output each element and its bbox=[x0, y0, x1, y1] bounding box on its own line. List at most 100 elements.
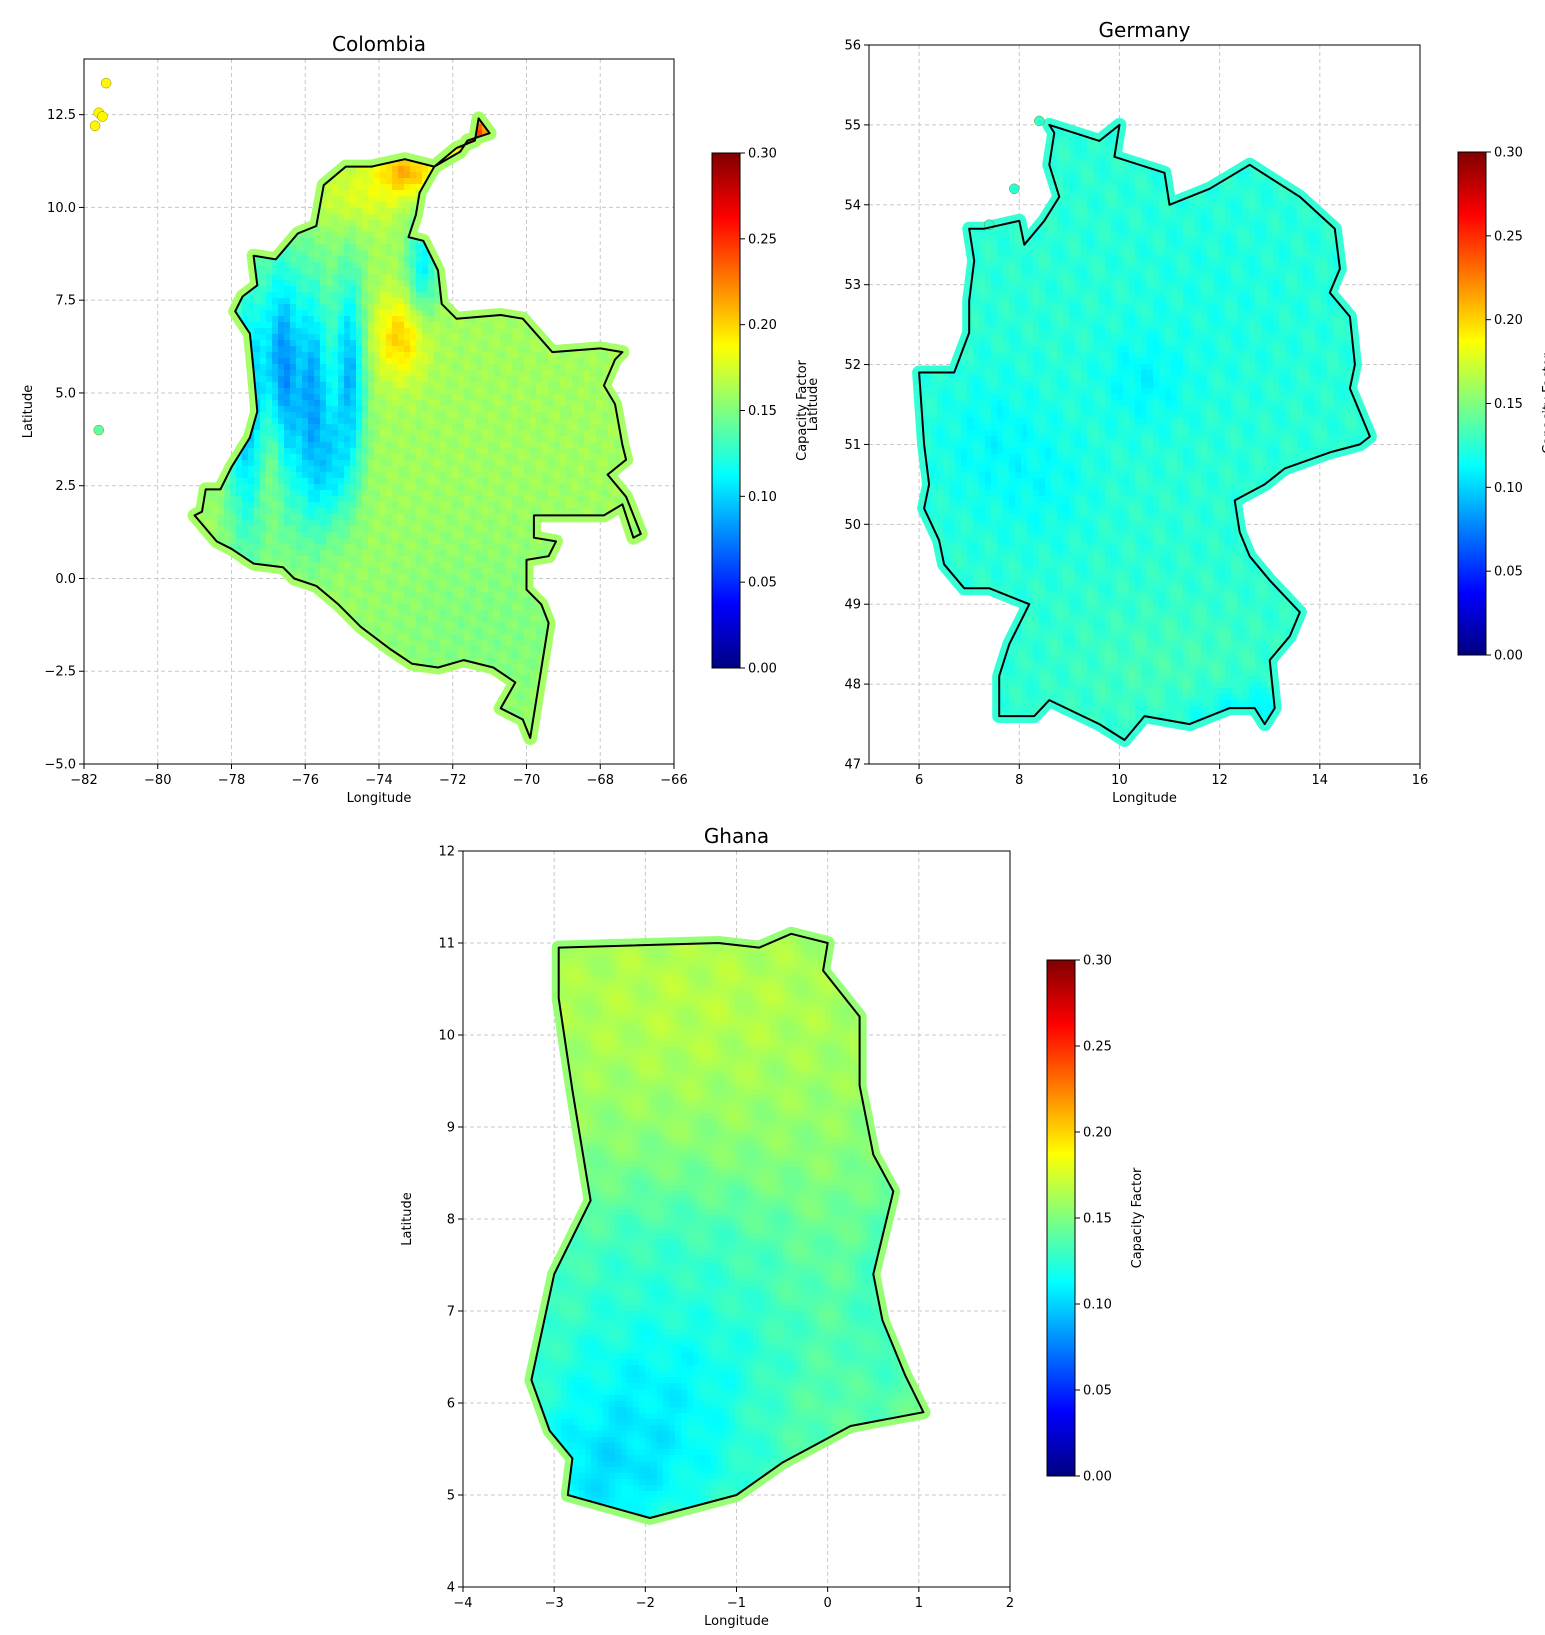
colorbar-tick-label: 0.25 bbox=[748, 232, 777, 247]
colombia-country-border bbox=[193, 117, 642, 739]
colorbar-tick-label: 0.10 bbox=[1494, 481, 1523, 496]
colorbar-label: Capacity Factor bbox=[1541, 352, 1545, 453]
colorbar-tick-label: 0.20 bbox=[1083, 1126, 1112, 1141]
y-tick-label: 2.5 bbox=[55, 479, 76, 494]
x-tick-label: −70 bbox=[513, 773, 540, 788]
x-tick-label: −66 bbox=[660, 773, 687, 788]
x-tick-label: −1 bbox=[727, 1596, 746, 1611]
y-tick-label: 7 bbox=[447, 1305, 455, 1320]
x-tick-label: −3 bbox=[545, 1596, 564, 1611]
colorbar-tick-label: 0.30 bbox=[1083, 954, 1112, 969]
x-tick-label: 0 bbox=[824, 1596, 832, 1611]
colorbar-tick-label: 0.20 bbox=[1494, 313, 1523, 328]
y-tick-label: 4 bbox=[447, 1581, 455, 1596]
y-axis-label: Latitude bbox=[400, 1192, 415, 1246]
colorbar-label: Capacity Factor bbox=[795, 359, 810, 460]
colorbar-tick-label: 0.15 bbox=[748, 404, 777, 419]
y-axis-label: Latitude bbox=[21, 385, 36, 439]
colombia-map-title: Colombia bbox=[332, 32, 426, 56]
x-axis-label: Longitude bbox=[704, 1614, 769, 1629]
colorbar-tick-label: 0.30 bbox=[748, 147, 777, 162]
ghana-map-title: Ghana bbox=[704, 824, 769, 848]
colorbar-tick-label: 0.15 bbox=[1083, 1212, 1112, 1227]
colorbar-tick-label: 0.00 bbox=[1494, 649, 1523, 664]
colorbar-tick-label: 0.25 bbox=[1083, 1040, 1112, 1055]
x-tick-label: −80 bbox=[144, 773, 171, 788]
x-tick-label: 16 bbox=[1412, 773, 1429, 788]
x-tick-label: 6 bbox=[915, 773, 923, 788]
germany-axis-ticks: 6 8 10 12 14 16 47 48 49 50 51 52 53 54 55 56 bbox=[844, 39, 1428, 789]
y-tick-label: 9 bbox=[447, 1121, 455, 1136]
germany-map-title: Germany bbox=[1099, 18, 1191, 42]
y-tick-label: 0.0 bbox=[55, 572, 76, 587]
colorbar-tick-label: 0.05 bbox=[1494, 565, 1523, 580]
x-tick-label: −72 bbox=[439, 773, 466, 788]
island-marker bbox=[1034, 115, 1045, 127]
x-tick-label: 14 bbox=[1312, 773, 1329, 788]
colorbar-tick-label: 0.10 bbox=[748, 490, 777, 505]
colorbar-label: Capacity Factor bbox=[1130, 1167, 1145, 1268]
x-tick-label: −74 bbox=[365, 773, 392, 788]
colorbar-tick-label: 0.05 bbox=[748, 576, 777, 591]
island-marker bbox=[1009, 183, 1020, 195]
y-tick-label: 7.5 bbox=[55, 294, 76, 309]
x-tick-label: 1 bbox=[915, 1596, 923, 1611]
y-tick-label: 11 bbox=[438, 937, 455, 952]
island-marker bbox=[89, 120, 101, 132]
y-tick-label: −5.0 bbox=[44, 758, 76, 773]
x-tick-label: −78 bbox=[218, 773, 245, 788]
germany-country-border bbox=[918, 123, 1371, 741]
colombia-colorbar: 0.00 0.05 0.10 0.15 0.20 0.25 0.30 Capacity Fac… bbox=[711, 147, 810, 677]
y-tick-label: 5.0 bbox=[55, 386, 76, 401]
colorbar-tick-label: 0.00 bbox=[748, 662, 777, 677]
colorbar-tick-label: 0.10 bbox=[1083, 1298, 1112, 1313]
y-axis-label: Latitude bbox=[806, 378, 821, 432]
x-axis-label: Longitude bbox=[1112, 791, 1177, 806]
colorbar-tick-label: 0.00 bbox=[1083, 1470, 1112, 1485]
y-tick-label: 5 bbox=[447, 1489, 455, 1504]
y-tick-label: 50 bbox=[844, 518, 861, 533]
germany-axes-frame bbox=[868, 44, 1421, 765]
y-tick-label: 12 bbox=[438, 845, 455, 860]
x-tick-label: 2 bbox=[1006, 1596, 1014, 1611]
y-tick-label: 49 bbox=[844, 598, 861, 613]
y-tick-label: −2.5 bbox=[44, 665, 76, 680]
x-tick-label: −82 bbox=[70, 773, 97, 788]
germany-colorbar: 0.00 0.05 0.10 0.15 0.20 0.25 0.30 Capacity Fac… bbox=[1457, 146, 1545, 664]
y-tick-label: 55 bbox=[844, 118, 861, 133]
colorbar-gradient bbox=[711, 152, 741, 669]
x-axis-label: Longitude bbox=[347, 791, 412, 806]
germany-map-panel: 6 8 10 12 14 16 47 48 49 50 51 52 53 54 55 56 Germany Lon… bbox=[806, 18, 1545, 806]
island-marker bbox=[100, 77, 112, 89]
y-tick-label: 56 bbox=[844, 39, 861, 54]
colorbar-tick-label: 0.15 bbox=[1494, 397, 1523, 412]
x-tick-label: −2 bbox=[636, 1596, 655, 1611]
y-tick-label: 10 bbox=[438, 1029, 455, 1044]
ghana-colorbar: 0.00 0.05 0.10 0.15 0.20 0.25 0.30 Capacity Fac… bbox=[1046, 954, 1145, 1485]
colorbar-tick-label: 0.30 bbox=[1494, 146, 1523, 161]
island-marker bbox=[97, 111, 108, 122]
colorbar-gradient bbox=[1457, 151, 1487, 656]
y-tick-label: 8 bbox=[447, 1213, 455, 1228]
x-tick-label: −68 bbox=[587, 773, 614, 788]
x-tick-label: 10 bbox=[1111, 773, 1128, 788]
y-tick-label: 53 bbox=[844, 278, 861, 293]
y-tick-label: 54 bbox=[844, 198, 861, 213]
colorbar-tick-label: 0.25 bbox=[1494, 229, 1523, 244]
x-tick-label: −76 bbox=[292, 773, 319, 788]
colombia-axis-ticks: −82 −80 −78 −76 −74 −72 −70 −68 −66 −5.0 −2.5 0.0 2.… bbox=[44, 108, 687, 788]
y-tick-label: 52 bbox=[844, 358, 861, 373]
x-tick-label: 12 bbox=[1211, 773, 1228, 788]
colorbar-tick-label: 0.05 bbox=[1083, 1384, 1112, 1399]
y-tick-label: 12.5 bbox=[47, 108, 76, 123]
germany-capacity-raster bbox=[919, 124, 1370, 740]
y-tick-label: 48 bbox=[844, 678, 861, 693]
y-tick-label: 10.0 bbox=[47, 201, 76, 216]
y-tick-label: 51 bbox=[844, 438, 861, 453]
ghana-country-border bbox=[530, 932, 925, 1519]
x-tick-label: 8 bbox=[1015, 773, 1023, 788]
x-tick-label: −4 bbox=[453, 1596, 472, 1611]
map-panels: −82 −80 −78 −76 −74 −72 −70 −68 −66 −5.0 −2.5 0.0 2.… bbox=[21, 18, 1545, 1629]
island-marker bbox=[93, 424, 104, 436]
